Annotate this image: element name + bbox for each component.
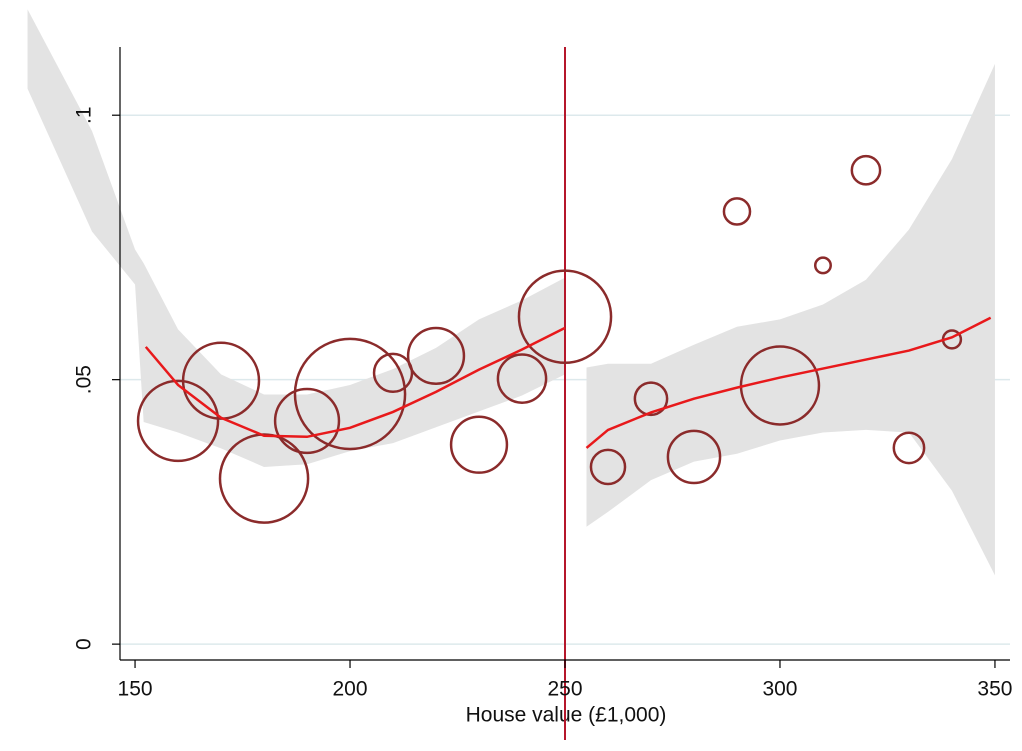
- bubble: [406, 326, 466, 386]
- bubble: [293, 337, 407, 451]
- bubble: [449, 415, 509, 474]
- bubble: [273, 387, 341, 455]
- bubble: [517, 269, 613, 365]
- bubble: [372, 352, 414, 394]
- bubble: [722, 197, 752, 226]
- y-tick-label: .1: [73, 106, 96, 124]
- bubble: [496, 353, 548, 404]
- x-tick-label: 250: [547, 678, 582, 701]
- bubble: [813, 256, 832, 275]
- x-tick-label: 350: [977, 678, 1012, 701]
- bubble: [850, 154, 882, 186]
- y-tick-label: .05: [73, 365, 96, 394]
- fit-line: [585, 316, 992, 449]
- x-tick-label: 150: [118, 678, 153, 701]
- bubble: [892, 431, 926, 465]
- bubble: [136, 379, 220, 463]
- x-tick-label: 300: [762, 678, 797, 701]
- bubble: [633, 381, 669, 417]
- bubble: [666, 429, 722, 485]
- bubble: [589, 448, 627, 486]
- x-tick-label: 200: [333, 678, 368, 701]
- confidence-band: [586, 63, 995, 576]
- y-tick-label: 0: [73, 638, 96, 650]
- confidence-band: [27, 9, 566, 467]
- fit-line: [144, 326, 566, 439]
